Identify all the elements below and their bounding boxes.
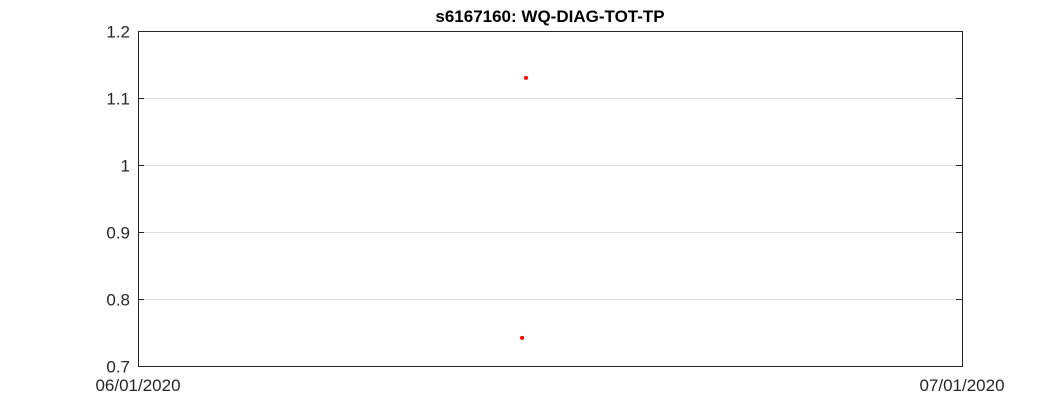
x-tick-label: 06/01/2020	[95, 376, 180, 395]
plot-area	[138, 31, 963, 367]
y-tick-label: 0.7	[106, 358, 130, 377]
y-tick-label: 1.1	[106, 90, 130, 109]
axis-ticks: 0.7 0.8 0.9 1 1.1 1.2 06/01/2020 07/01/2020	[95, 23, 1004, 396]
data-point	[520, 335, 525, 340]
data-points	[520, 75, 529, 340]
x-tick-label: 07/01/2020	[919, 376, 1004, 395]
data-point	[524, 75, 529, 80]
y-tick-label: 1	[121, 157, 130, 176]
y-tick-label: 0.8	[106, 291, 130, 310]
chart-title: s6167160: WQ-DIAG-TOT-TP	[435, 7, 664, 26]
y-tick-label: 1.2	[106, 23, 130, 42]
y-tick-label: 0.9	[106, 224, 130, 243]
gridlines	[138, 98, 962, 300]
